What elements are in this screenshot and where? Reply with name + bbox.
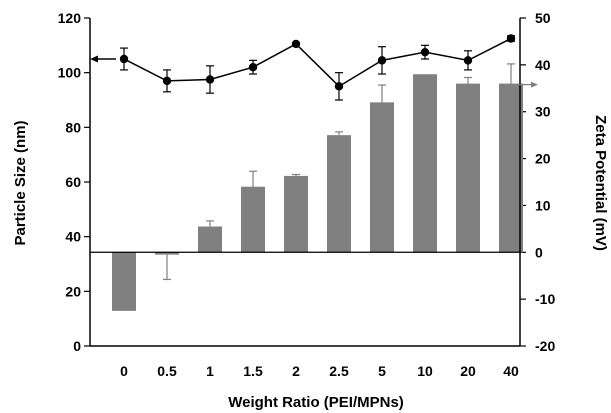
left-axis-arrow-head xyxy=(90,55,98,63)
x-tick-label: 0.5 xyxy=(157,363,177,379)
right-tick-label: -10 xyxy=(535,291,555,307)
right-tick-label: 50 xyxy=(535,10,551,26)
left-axis-label: Particle Size (nm) xyxy=(12,120,29,245)
axis-arrows xyxy=(90,55,538,88)
data-point xyxy=(205,75,215,84)
x-tick-label: 2.5 xyxy=(329,363,349,379)
x-tick-label: 0 xyxy=(120,363,128,379)
bar xyxy=(284,175,308,253)
data-point xyxy=(463,56,473,65)
bar xyxy=(413,74,437,253)
bar-series xyxy=(112,63,523,311)
data-point xyxy=(377,56,387,65)
x-tick-label: 20 xyxy=(460,363,476,379)
axes xyxy=(89,18,521,347)
data-point xyxy=(162,76,172,86)
right-tick-label: 40 xyxy=(535,57,551,73)
left-tick-label: 20 xyxy=(65,283,81,299)
data-point xyxy=(420,47,430,57)
left-tick-label: 100 xyxy=(58,65,82,81)
bar xyxy=(327,135,351,253)
left-tick-label: 120 xyxy=(58,10,82,26)
x-axis-tick-labels: 0 0.5 1 1.5 2 2.5 5 10 20 40 xyxy=(120,363,519,379)
right-tick-label: 30 xyxy=(535,104,551,120)
line-series xyxy=(119,34,516,101)
left-tick-label: 60 xyxy=(65,174,81,190)
x-tick-label: 1.5 xyxy=(243,363,263,379)
right-axis-arrow-head xyxy=(531,81,538,88)
right-tick-label: 20 xyxy=(535,151,551,167)
series-line xyxy=(123,37,512,88)
bar xyxy=(499,83,523,253)
x-tick-label: 40 xyxy=(503,363,519,379)
x-tick-label: 1 xyxy=(206,363,214,379)
bar xyxy=(155,252,179,255)
right-tick-label: 0 xyxy=(535,244,543,260)
left-tick-label: 40 xyxy=(65,229,81,245)
bar xyxy=(198,226,222,253)
x-tick-label: 10 xyxy=(417,363,433,379)
right-tick-label: 10 xyxy=(535,197,551,213)
right-tick-label: -20 xyxy=(535,338,555,354)
data-point xyxy=(334,82,344,91)
left-tick-label: 0 xyxy=(73,338,81,354)
data-point xyxy=(291,39,301,49)
right-axis-ticks: -20 -10 0 10 20 30 40 50 xyxy=(520,10,555,354)
bar xyxy=(370,102,394,253)
bar xyxy=(241,186,265,253)
bar xyxy=(112,252,136,311)
bar xyxy=(456,83,480,253)
right-axis-label: Zeta Potential (mV) xyxy=(592,115,609,251)
x-axis-label: Weight Ratio (PEI/MPNs) xyxy=(228,394,404,411)
data-point xyxy=(248,62,258,72)
x-tick-label: 2 xyxy=(292,363,300,379)
left-tick-label: 80 xyxy=(65,119,81,135)
x-tick-label: 5 xyxy=(378,363,386,379)
left-axis-ticks: 0 20 40 60 80 100 120 xyxy=(58,10,90,354)
data-point xyxy=(119,54,129,64)
data-point xyxy=(506,34,516,43)
